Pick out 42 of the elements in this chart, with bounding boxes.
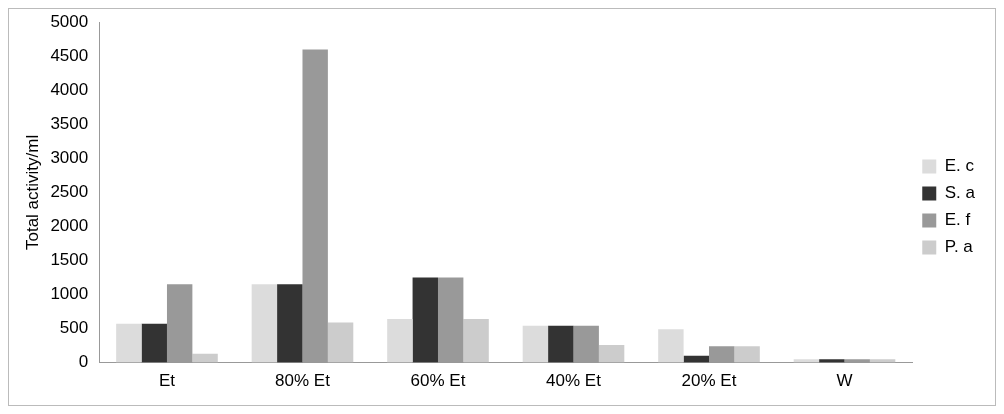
x-tick-label: W xyxy=(836,371,853,391)
x-tick-label: 80% Et xyxy=(275,371,331,391)
bar xyxy=(548,325,574,363)
bar xyxy=(277,284,303,363)
legend-label: E. c xyxy=(944,156,975,176)
bar xyxy=(412,277,438,363)
bar xyxy=(141,323,167,363)
legend-label: P. a xyxy=(944,237,974,257)
y-tick-label: 500 xyxy=(59,318,89,338)
x-tick-label: 20% Et xyxy=(681,371,737,391)
y-tick-label: 3500 xyxy=(50,114,89,134)
bar xyxy=(251,284,278,363)
x-tick-label: 40% Et xyxy=(546,371,602,391)
bar xyxy=(166,284,193,363)
bar xyxy=(463,319,489,363)
y-tick-label: 1000 xyxy=(50,284,89,304)
x-tick-label: Et xyxy=(158,371,176,391)
y-tick-label: 2000 xyxy=(50,216,89,236)
legend-label: S. a xyxy=(944,183,976,203)
bar xyxy=(437,277,464,363)
y-tick-label: 0 xyxy=(78,352,89,372)
bar xyxy=(734,346,760,363)
y-axis-title: Total activity/ml xyxy=(22,134,42,251)
bar xyxy=(387,319,413,363)
bar xyxy=(192,353,218,363)
bar xyxy=(819,359,845,363)
bar xyxy=(116,323,142,363)
y-tick-label: 5000 xyxy=(50,11,89,31)
y-tick-label: 1500 xyxy=(50,250,89,270)
bar xyxy=(658,329,684,363)
bar xyxy=(522,325,549,363)
legend-label: E. f xyxy=(944,210,971,230)
y-tick-label: 3000 xyxy=(50,148,89,168)
bar xyxy=(573,325,599,363)
y-tick-label: 4500 xyxy=(50,45,89,65)
bar xyxy=(302,49,328,363)
bar xyxy=(327,322,354,363)
bar xyxy=(598,344,625,363)
y-tick-label: 4000 xyxy=(50,79,89,99)
x-tick-label: 60% Et xyxy=(410,371,466,391)
y-tick-label: 2500 xyxy=(50,182,89,202)
bar xyxy=(709,346,735,363)
